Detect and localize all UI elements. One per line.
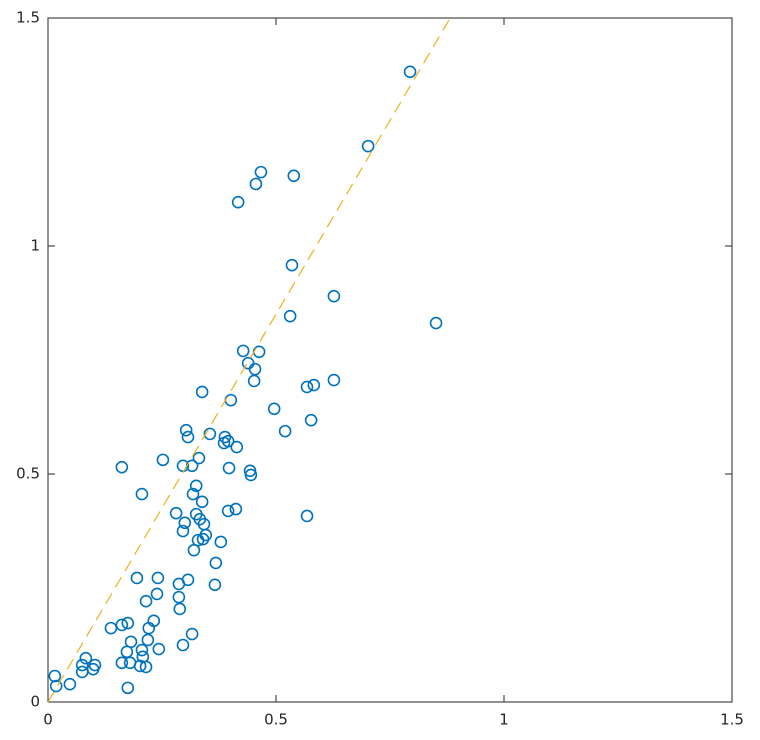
scatter-point — [283, 309, 297, 323]
scatter-point — [287, 169, 301, 183]
scatter-point — [361, 139, 375, 153]
scatter-point — [231, 195, 245, 209]
scatter-point — [181, 430, 195, 444]
scatter-point — [214, 535, 228, 549]
scatter-point — [221, 504, 235, 518]
scatter-point — [222, 461, 236, 475]
scatter-point — [115, 618, 129, 632]
scatter-point — [135, 643, 149, 657]
scatter-point — [247, 374, 261, 388]
scatter-point — [142, 621, 156, 635]
scatter-point — [254, 165, 268, 179]
scatter-point — [209, 556, 223, 570]
scatter-point — [176, 638, 190, 652]
scatter-point — [139, 660, 153, 674]
scatter-point — [217, 436, 231, 450]
scatter-point — [86, 662, 100, 676]
y-tick-label: 1 — [30, 237, 40, 255]
scatter-point — [123, 656, 137, 670]
scatter-point — [120, 645, 134, 659]
scatter-point — [141, 633, 155, 647]
scatter-point — [195, 495, 209, 509]
scatter-point — [156, 453, 170, 467]
scatter-point — [224, 393, 238, 407]
scatter-point — [327, 373, 341, 387]
scatter-point — [327, 289, 341, 303]
scatter-point — [218, 430, 232, 444]
scatter-point — [229, 502, 243, 516]
scatter-point — [187, 543, 201, 557]
scatter-point — [278, 424, 292, 438]
scatter-point — [130, 571, 144, 585]
scatter-point — [285, 258, 299, 272]
x-tick-label: 1 — [499, 711, 509, 729]
y-tick-label: 1.5 — [16, 9, 40, 27]
x-tick-label: 1.5 — [720, 711, 744, 729]
x-tick-label: 0.5 — [264, 711, 288, 729]
scatter-point — [203, 427, 217, 441]
scatter-point — [179, 423, 193, 437]
scatter-point — [267, 402, 281, 416]
scatter-point — [63, 677, 77, 691]
scatter-point — [48, 669, 62, 683]
scatter-point — [192, 451, 206, 465]
scatter-point — [49, 679, 63, 693]
axes-box — [47, 17, 733, 703]
scatter-point — [79, 651, 93, 665]
y-tick-label: 0.5 — [16, 465, 40, 483]
scatter-point — [169, 506, 183, 520]
scatter-point — [304, 413, 318, 427]
scatter-point — [186, 487, 200, 501]
scatter-point — [121, 681, 135, 695]
scatter-point — [172, 590, 186, 604]
scatter-point — [300, 380, 314, 394]
scatter-point — [196, 532, 210, 546]
scatter-point — [195, 385, 209, 399]
scatter-point — [248, 362, 262, 376]
scatter-point — [236, 344, 250, 358]
scatter-point — [230, 440, 244, 454]
scatter-point — [300, 509, 314, 523]
scatter-point — [104, 621, 118, 635]
scatter-point — [115, 460, 129, 474]
scatter-point — [189, 479, 203, 493]
scatter-point — [121, 616, 135, 630]
scatter-point — [172, 577, 186, 591]
scatter-point — [244, 468, 258, 482]
scatter-point — [115, 656, 129, 670]
trend-line — [47, 17, 451, 703]
scatter-point — [75, 665, 89, 679]
scatter-point — [208, 578, 222, 592]
scatter-point — [173, 602, 187, 616]
x-tick-label: 0 — [43, 711, 53, 729]
scatter-point — [307, 378, 321, 392]
scatter-point — [135, 487, 149, 501]
scatter-point — [429, 316, 443, 330]
scatter-point — [178, 516, 192, 530]
scatter-point — [150, 587, 164, 601]
scatter-point — [176, 524, 190, 538]
scatter-point — [75, 658, 89, 672]
scatter-point — [139, 594, 153, 608]
scatter-point — [252, 345, 266, 359]
scatter-point — [151, 571, 165, 585]
scatter-point — [249, 177, 263, 191]
scatter-point — [403, 65, 417, 79]
scatter-point — [185, 627, 199, 641]
scatter-point — [152, 642, 166, 656]
y-tick-label: 0 — [30, 693, 40, 711]
